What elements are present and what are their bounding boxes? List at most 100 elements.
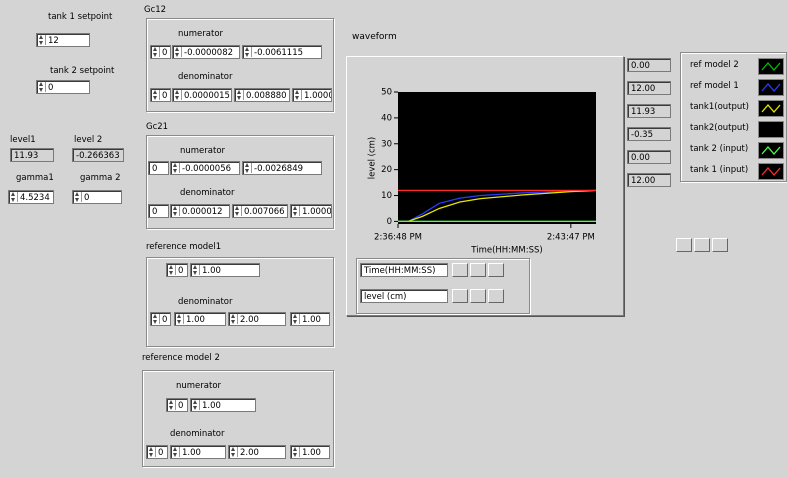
spinner[interactable]: [174, 47, 182, 57]
numeric-control[interactable]: 0: [146, 445, 168, 459]
value-text: Time(HH:MM:SS): [364, 266, 436, 276]
label: numerator: [176, 381, 222, 391]
numeric-control[interactable]: 0.000012: [170, 204, 230, 218]
numeric-control[interactable]: 1.00: [190, 263, 260, 277]
legend-label: ref model 2: [690, 60, 739, 70]
scale-button[interactable]: [470, 289, 486, 303]
spinner[interactable]: [294, 90, 302, 100]
numeric-control[interactable]: 0: [150, 312, 171, 326]
scale-button[interactable]: [470, 263, 486, 277]
numeric-control[interactable]: 1.00: [290, 312, 330, 326]
numeric-control[interactable]: Time(HH:MM:SS): [360, 263, 448, 277]
value-text: 0: [152, 207, 158, 217]
spinner[interactable]: [192, 265, 200, 275]
spinner[interactable]: [148, 447, 156, 457]
spinner[interactable]: [152, 47, 160, 57]
spinner[interactable]: [292, 314, 300, 324]
spinner[interactable]: [168, 265, 176, 275]
numeric-control[interactable]: 1.00: [170, 445, 226, 459]
spinner[interactable]: [172, 163, 180, 173]
value-text: 0.0000015: [184, 91, 230, 101]
spinner[interactable]: [230, 447, 238, 457]
numeric-control[interactable]: -0.0061115: [242, 45, 322, 59]
legend-label: tank2(output): [690, 123, 749, 133]
spinner[interactable]: [234, 206, 242, 216]
spinner[interactable]: [292, 447, 300, 457]
numeric-control[interactable]: -0.0000082: [172, 45, 240, 59]
numeric-control[interactable]: 0.008880: [234, 88, 290, 102]
label: level 2: [74, 135, 103, 145]
numeric-control[interactable]: 1.000000: [290, 204, 332, 218]
numeric-control[interactable]: 0: [150, 88, 171, 102]
spinner[interactable]: [172, 206, 180, 216]
numeric-control[interactable]: -0.0026849: [242, 161, 322, 175]
scale-button[interactable]: [488, 289, 504, 303]
spinner[interactable]: [38, 35, 46, 45]
value-text: 0.008880: [246, 91, 287, 101]
graph-palette-button[interactable]: [694, 238, 710, 252]
spinner[interactable]: [152, 90, 160, 100]
label: numerator: [180, 146, 226, 156]
spinner[interactable]: [168, 400, 176, 410]
graph-palette-button[interactable]: [676, 238, 692, 252]
numeric-control[interactable]: 0.007066: [232, 204, 288, 218]
spinner[interactable]: [74, 192, 82, 202]
label: denominator: [180, 188, 235, 198]
numeric-control[interactable]: 2.00: [228, 312, 286, 326]
group-box: [142, 370, 334, 467]
spinner[interactable]: [230, 314, 238, 324]
spinner[interactable]: [244, 47, 252, 57]
spinner[interactable]: [236, 90, 244, 100]
scale-button[interactable]: [488, 263, 504, 277]
y-axis-label: level (cm): [368, 137, 378, 180]
numeric-control[interactable]: 1.000000: [292, 88, 332, 102]
x-tick-label: 2:36:48 PM: [374, 233, 422, 243]
graph-palette-button[interactable]: [712, 238, 728, 252]
numeric-control[interactable]: 4.5234: [8, 190, 54, 204]
scale-button[interactable]: [452, 263, 468, 277]
numeric-control[interactable]: 0.0000015: [172, 88, 232, 102]
numeric-control[interactable]: 0: [148, 161, 169, 175]
swatch-icon: [761, 83, 781, 92]
group-title: reference model1: [146, 242, 222, 252]
numeric-control[interactable]: 12: [36, 33, 90, 47]
numeric-control[interactable]: 2.00: [228, 445, 286, 459]
spinner[interactable]: [192, 400, 200, 410]
waveform-chart: 0 10 20 30 40 50 2:36:48 PM 2:43:47 PM Time(HH:M…: [368, 88, 597, 256]
numeric-control[interactable]: 0: [36, 80, 90, 94]
value-text: 1.00: [202, 266, 221, 276]
spinner[interactable]: [176, 314, 184, 324]
spinner[interactable]: [292, 206, 300, 216]
numeric-control[interactable]: 0: [72, 190, 122, 204]
numeric-control[interactable]: 0: [148, 204, 169, 218]
numeric-control[interactable]: 0: [150, 45, 171, 59]
numeric-indicator: 11.93: [10, 148, 54, 162]
spinner[interactable]: [174, 90, 182, 100]
value-text: 11.93: [631, 107, 656, 117]
value-text: -0.0000082: [184, 48, 234, 58]
value-text: level (cm): [364, 292, 407, 302]
numeric-control[interactable]: 1.00: [174, 312, 226, 326]
label: denominator: [178, 72, 233, 82]
numeric-indicator: 11.93: [627, 104, 671, 118]
spinner[interactable]: [152, 314, 160, 324]
numeric-control[interactable]: 1.00: [290, 445, 330, 459]
spinner[interactable]: [244, 163, 252, 173]
spinner[interactable]: [38, 82, 46, 92]
value-text: 1.000000: [302, 207, 332, 217]
value-text: 0: [162, 315, 168, 325]
legend-swatch: [758, 79, 784, 96]
swatch-icon: [761, 125, 781, 134]
spinner[interactable]: [172, 447, 180, 457]
numeric-control[interactable]: 0: [166, 398, 188, 412]
scale-button[interactable]: [452, 289, 468, 303]
numeric-control[interactable]: 0: [166, 263, 188, 277]
numeric-control[interactable]: -0.0000056: [170, 161, 240, 175]
numeric-control[interactable]: level (cm): [360, 289, 448, 303]
value-text: 0: [48, 83, 54, 93]
numeric-control[interactable]: 1.00: [190, 398, 256, 412]
spinner[interactable]: [10, 192, 18, 202]
value-text: 1.00: [302, 448, 321, 458]
numeric-indicator: 0.00: [627, 150, 671, 164]
